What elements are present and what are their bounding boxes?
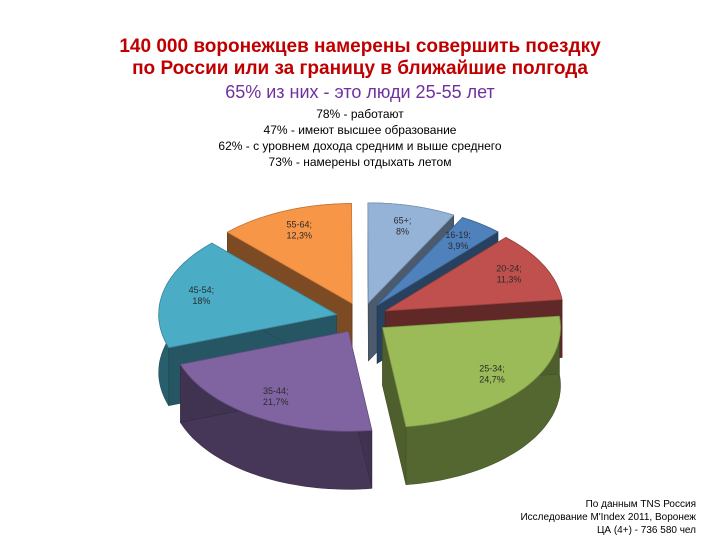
chart-subtitle: 65% из них - это люди 25-55 лет — [225, 82, 495, 102]
pie-slice-top — [158, 242, 338, 349]
pie-slice-top — [226, 203, 353, 305]
title-line-2: по России или за границу в ближайшие пол… — [132, 58, 588, 79]
source-line-3: ЦА (4+) - 736 580 чел — [597, 525, 696, 536]
pie-slice-35-44: 35-44; 21,7% — [179, 330, 373, 490]
pie-slice-25-34: 25-34; 24,7% — [382, 315, 561, 486]
pie-slice-top — [382, 315, 561, 428]
data-label-25-34: 25-34; 24,7% — [479, 364, 505, 385]
data-label-45-54: 45-54; 18% — [189, 285, 215, 306]
pie-slice-top — [179, 330, 373, 432]
fact-working: 78% - работают — [316, 107, 404, 121]
fact-higher-education: 47% - имеют высшее образование — [263, 123, 457, 137]
data-label-65+: 65+; 8% — [394, 215, 412, 236]
data-label-16-19: 16-19; 3,9% — [445, 230, 471, 251]
chart-title: 140 000 воронежцев намерены совершить по… — [0, 36, 720, 80]
fact-income: 62% - с уровнем дохода средним и выше ср… — [218, 139, 502, 153]
data-label-55-64: 55-64; 12,3% — [287, 219, 313, 240]
facts-list: 78% - работают 47% - имеют высшее образо… — [0, 106, 720, 170]
fact-summer: 73% - намерены отдыхать летом — [268, 155, 452, 169]
source-line-1: По данным TNS Россия — [585, 499, 696, 510]
title-line-1: 140 000 воронежцев намерены совершить по… — [119, 36, 601, 57]
pie-slice-top — [384, 236, 563, 312]
pie-slice-top — [376, 217, 499, 306]
data-label-20-24: 20-24; 11,3% — [496, 264, 522, 285]
pie-slice-top — [367, 202, 455, 304]
source-line-2: Исследование M'Index 2011, Воронеж — [520, 512, 696, 523]
source-note: По данным TNS Россия Исследование M'Inde… — [520, 498, 696, 537]
data-label-35-44: 35-44; 21,7% — [263, 386, 289, 407]
